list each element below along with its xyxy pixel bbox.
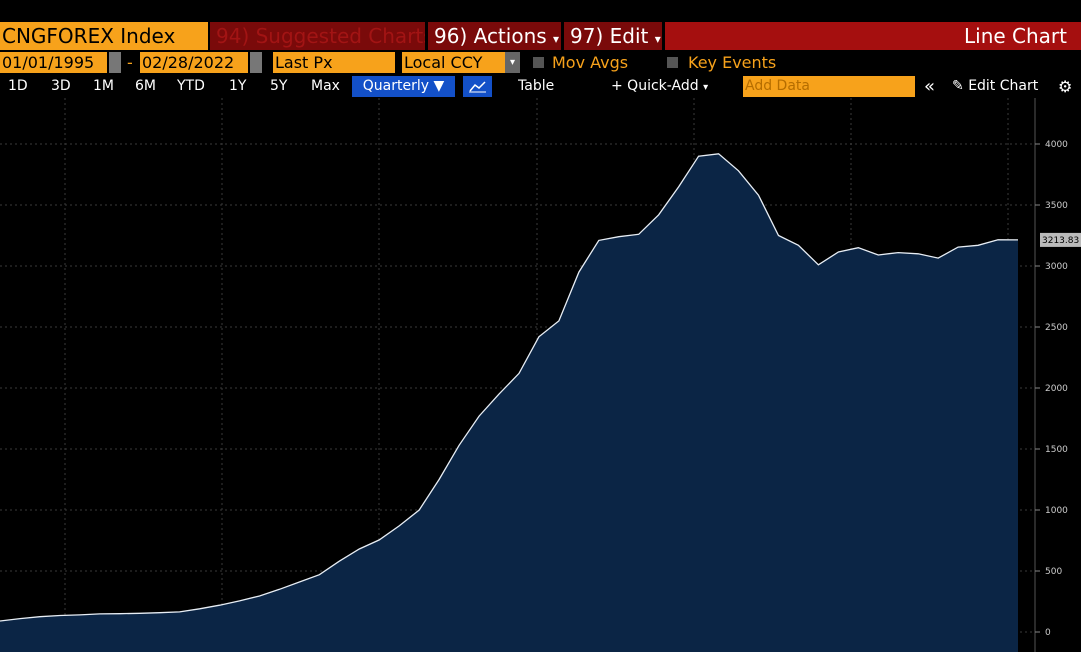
calendar-icon[interactable] xyxy=(250,52,262,73)
collapse-button[interactable]: « xyxy=(924,76,936,97)
edit-label: 97) Edit xyxy=(570,24,649,48)
quick-add-label: + Quick-Add xyxy=(611,78,699,94)
chart-type: Line Chart xyxy=(665,22,1081,50)
y-tick-label: 1500 xyxy=(1045,445,1068,455)
settings-button[interactable]: ⚙ xyxy=(1058,77,1073,96)
actions-menu[interactable]: 96) Actions ▾ xyxy=(428,22,561,50)
actions-label: 96) Actions xyxy=(434,24,547,48)
security-field[interactable]: CNGFOREX Index xyxy=(0,22,208,50)
edit-menu[interactable]: 97) Edit ▾ xyxy=(564,22,662,50)
period-button[interactable]: 5Y xyxy=(270,78,288,94)
y-tick-label: 4000 xyxy=(1045,140,1068,150)
period-button[interactable]: 1Y xyxy=(229,78,247,94)
y-tick-label: 500 xyxy=(1045,567,1062,577)
quick-add-button[interactable]: + Quick-Add ▾ xyxy=(611,78,709,94)
last-value-label: 3213.83 xyxy=(1042,236,1079,246)
field-select[interactable]: Last Px xyxy=(273,52,395,73)
last-value-box xyxy=(1040,232,1081,247)
currency-dropdown[interactable]: ▾ xyxy=(505,52,520,73)
start-date[interactable]: 01/01/1995 xyxy=(0,52,107,73)
edit-chart-label: Edit Chart xyxy=(968,78,1039,94)
period-button[interactable]: 3D xyxy=(51,78,71,94)
key-events-label: Key Events xyxy=(688,53,777,72)
y-tick-label: 3000 xyxy=(1045,262,1068,272)
end-date[interactable]: 02/28/2022 xyxy=(140,52,248,73)
period-button[interactable]: YTD xyxy=(177,78,205,94)
currency-select[interactable]: Local CCY xyxy=(402,52,505,73)
y-tick-label: 2500 xyxy=(1045,323,1068,333)
date-separator: - xyxy=(127,53,133,72)
calendar-icon[interactable] xyxy=(109,52,121,73)
y-tick-label: 0 xyxy=(1045,628,1051,638)
y-tick-label: 3500 xyxy=(1045,201,1068,211)
edit-chart-button[interactable]: ✎ Edit Chart xyxy=(952,78,1039,94)
period-button[interactable]: 1D xyxy=(8,78,28,94)
y-tick-label: 2000 xyxy=(1045,384,1068,394)
add-data-input[interactable]: Add Data xyxy=(743,76,915,97)
area-fill xyxy=(0,153,1018,652)
mov-avgs-label: Mov Avgs xyxy=(552,53,629,72)
mov-avgs-checkbox[interactable] xyxy=(533,57,544,68)
chart-style-button[interactable] xyxy=(463,76,492,97)
chart: 0 500 1000 1500 2000 2500 3000 3500 4000 3213.83 xyxy=(0,98,1081,652)
period-button[interactable]: 6M xyxy=(135,78,156,94)
period-button[interactable]: Max xyxy=(311,78,340,94)
price-line xyxy=(0,153,1019,622)
frequency-select[interactable]: Quarterly ▼ xyxy=(352,76,455,97)
y-tick-label: 1000 xyxy=(1045,506,1068,516)
period-button[interactable]: 1M xyxy=(93,78,114,94)
suggested-charts[interactable]: 94) Suggested Charts xyxy=(210,22,425,50)
key-events-checkbox[interactable] xyxy=(667,57,678,68)
chart-style-icon xyxy=(469,81,486,93)
table-button[interactable]: Table xyxy=(518,78,555,94)
